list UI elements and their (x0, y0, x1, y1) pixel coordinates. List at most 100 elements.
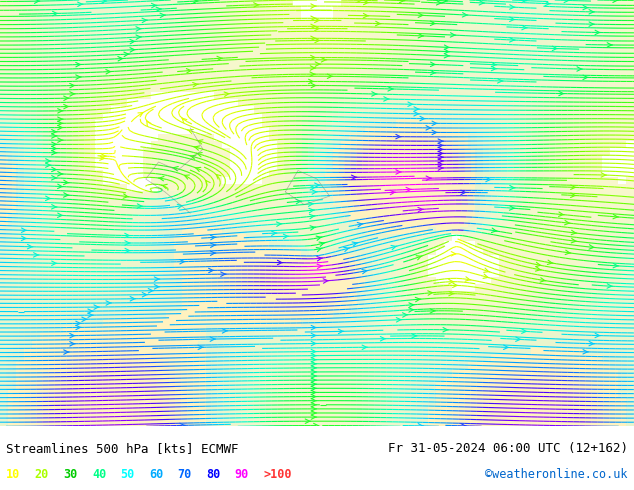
FancyArrowPatch shape (70, 334, 75, 338)
FancyArrowPatch shape (53, 11, 58, 16)
FancyArrowPatch shape (77, 2, 83, 6)
FancyArrowPatch shape (436, 0, 442, 5)
FancyArrowPatch shape (571, 185, 576, 190)
FancyArrowPatch shape (311, 55, 316, 60)
FancyArrowPatch shape (450, 33, 456, 37)
FancyArrowPatch shape (34, 0, 40, 3)
FancyArrowPatch shape (51, 205, 57, 209)
FancyArrowPatch shape (396, 318, 402, 322)
FancyArrowPatch shape (589, 10, 595, 14)
Text: 40: 40 (92, 467, 106, 481)
FancyArrowPatch shape (75, 75, 81, 79)
FancyArrowPatch shape (198, 345, 204, 349)
FancyArrowPatch shape (154, 277, 160, 281)
FancyArrowPatch shape (156, 7, 162, 11)
FancyArrowPatch shape (138, 113, 143, 117)
FancyArrowPatch shape (136, 27, 141, 31)
FancyArrowPatch shape (438, 143, 444, 147)
FancyArrowPatch shape (465, 277, 471, 281)
FancyArrowPatch shape (75, 62, 81, 67)
FancyArrowPatch shape (311, 386, 316, 391)
FancyArrowPatch shape (296, 199, 302, 204)
FancyArrowPatch shape (205, 180, 210, 185)
FancyArrowPatch shape (63, 180, 69, 185)
FancyArrowPatch shape (311, 411, 316, 415)
FancyArrowPatch shape (147, 121, 151, 126)
FancyArrowPatch shape (432, 121, 437, 125)
FancyArrowPatch shape (327, 74, 333, 78)
FancyArrowPatch shape (323, 279, 329, 283)
FancyArrowPatch shape (415, 297, 421, 302)
Text: 60: 60 (149, 467, 163, 481)
FancyArrowPatch shape (311, 415, 316, 419)
FancyArrowPatch shape (314, 423, 319, 428)
FancyArrowPatch shape (390, 190, 396, 195)
FancyArrowPatch shape (426, 125, 432, 130)
FancyArrowPatch shape (510, 206, 515, 210)
FancyArrowPatch shape (321, 58, 327, 62)
FancyArrowPatch shape (22, 228, 27, 232)
Text: Streamlines 500 hPa [kts] ECMWF: Streamlines 500 hPa [kts] ECMWF (6, 442, 239, 455)
FancyArrowPatch shape (51, 150, 57, 155)
FancyArrowPatch shape (396, 134, 401, 139)
FancyArrowPatch shape (391, 245, 397, 250)
FancyArrowPatch shape (316, 236, 322, 241)
FancyArrowPatch shape (510, 5, 515, 9)
FancyArrowPatch shape (420, 116, 425, 121)
FancyArrowPatch shape (22, 236, 27, 241)
FancyArrowPatch shape (161, 184, 167, 189)
FancyArrowPatch shape (310, 186, 316, 190)
FancyArrowPatch shape (310, 226, 316, 230)
FancyArrowPatch shape (311, 394, 316, 399)
FancyArrowPatch shape (58, 184, 63, 189)
FancyArrowPatch shape (583, 75, 588, 79)
FancyArrowPatch shape (125, 233, 130, 238)
Text: 30: 30 (63, 467, 77, 481)
FancyArrowPatch shape (311, 4, 316, 8)
FancyArrowPatch shape (438, 159, 444, 163)
FancyArrowPatch shape (461, 190, 467, 195)
FancyArrowPatch shape (406, 187, 411, 192)
FancyArrowPatch shape (352, 242, 358, 246)
FancyArrowPatch shape (491, 228, 497, 232)
FancyArrowPatch shape (408, 102, 413, 106)
FancyArrowPatch shape (384, 97, 389, 101)
FancyArrowPatch shape (193, 0, 198, 3)
FancyArrowPatch shape (197, 140, 203, 144)
FancyArrowPatch shape (418, 13, 424, 18)
FancyArrowPatch shape (311, 398, 316, 403)
FancyArrowPatch shape (375, 21, 381, 26)
FancyArrowPatch shape (137, 204, 143, 208)
FancyArrowPatch shape (362, 270, 368, 274)
FancyArrowPatch shape (536, 262, 541, 267)
FancyArrowPatch shape (58, 117, 63, 122)
FancyArrowPatch shape (583, 5, 588, 10)
FancyArrowPatch shape (613, 0, 618, 2)
FancyArrowPatch shape (613, 264, 619, 268)
FancyArrowPatch shape (613, 214, 619, 219)
FancyArrowPatch shape (418, 424, 424, 428)
FancyArrowPatch shape (311, 333, 316, 338)
FancyArrowPatch shape (58, 109, 63, 113)
FancyArrowPatch shape (34, 253, 39, 257)
FancyArrowPatch shape (589, 245, 595, 249)
FancyArrowPatch shape (101, 154, 107, 158)
FancyArrowPatch shape (479, 0, 484, 5)
FancyArrowPatch shape (216, 174, 221, 179)
FancyArrowPatch shape (158, 176, 164, 181)
FancyArrowPatch shape (195, 168, 201, 172)
FancyArrowPatch shape (210, 235, 216, 240)
FancyArrowPatch shape (438, 162, 444, 167)
FancyArrowPatch shape (559, 212, 564, 217)
FancyArrowPatch shape (70, 342, 75, 346)
FancyArrowPatch shape (444, 45, 450, 49)
FancyArrowPatch shape (70, 92, 75, 96)
FancyArrowPatch shape (547, 260, 553, 265)
FancyArrowPatch shape (311, 366, 316, 370)
FancyArrowPatch shape (46, 163, 51, 167)
FancyArrowPatch shape (106, 301, 112, 305)
FancyArrowPatch shape (315, 62, 321, 66)
FancyArrowPatch shape (88, 309, 93, 314)
FancyArrowPatch shape (224, 92, 230, 97)
FancyArrowPatch shape (521, 0, 527, 2)
